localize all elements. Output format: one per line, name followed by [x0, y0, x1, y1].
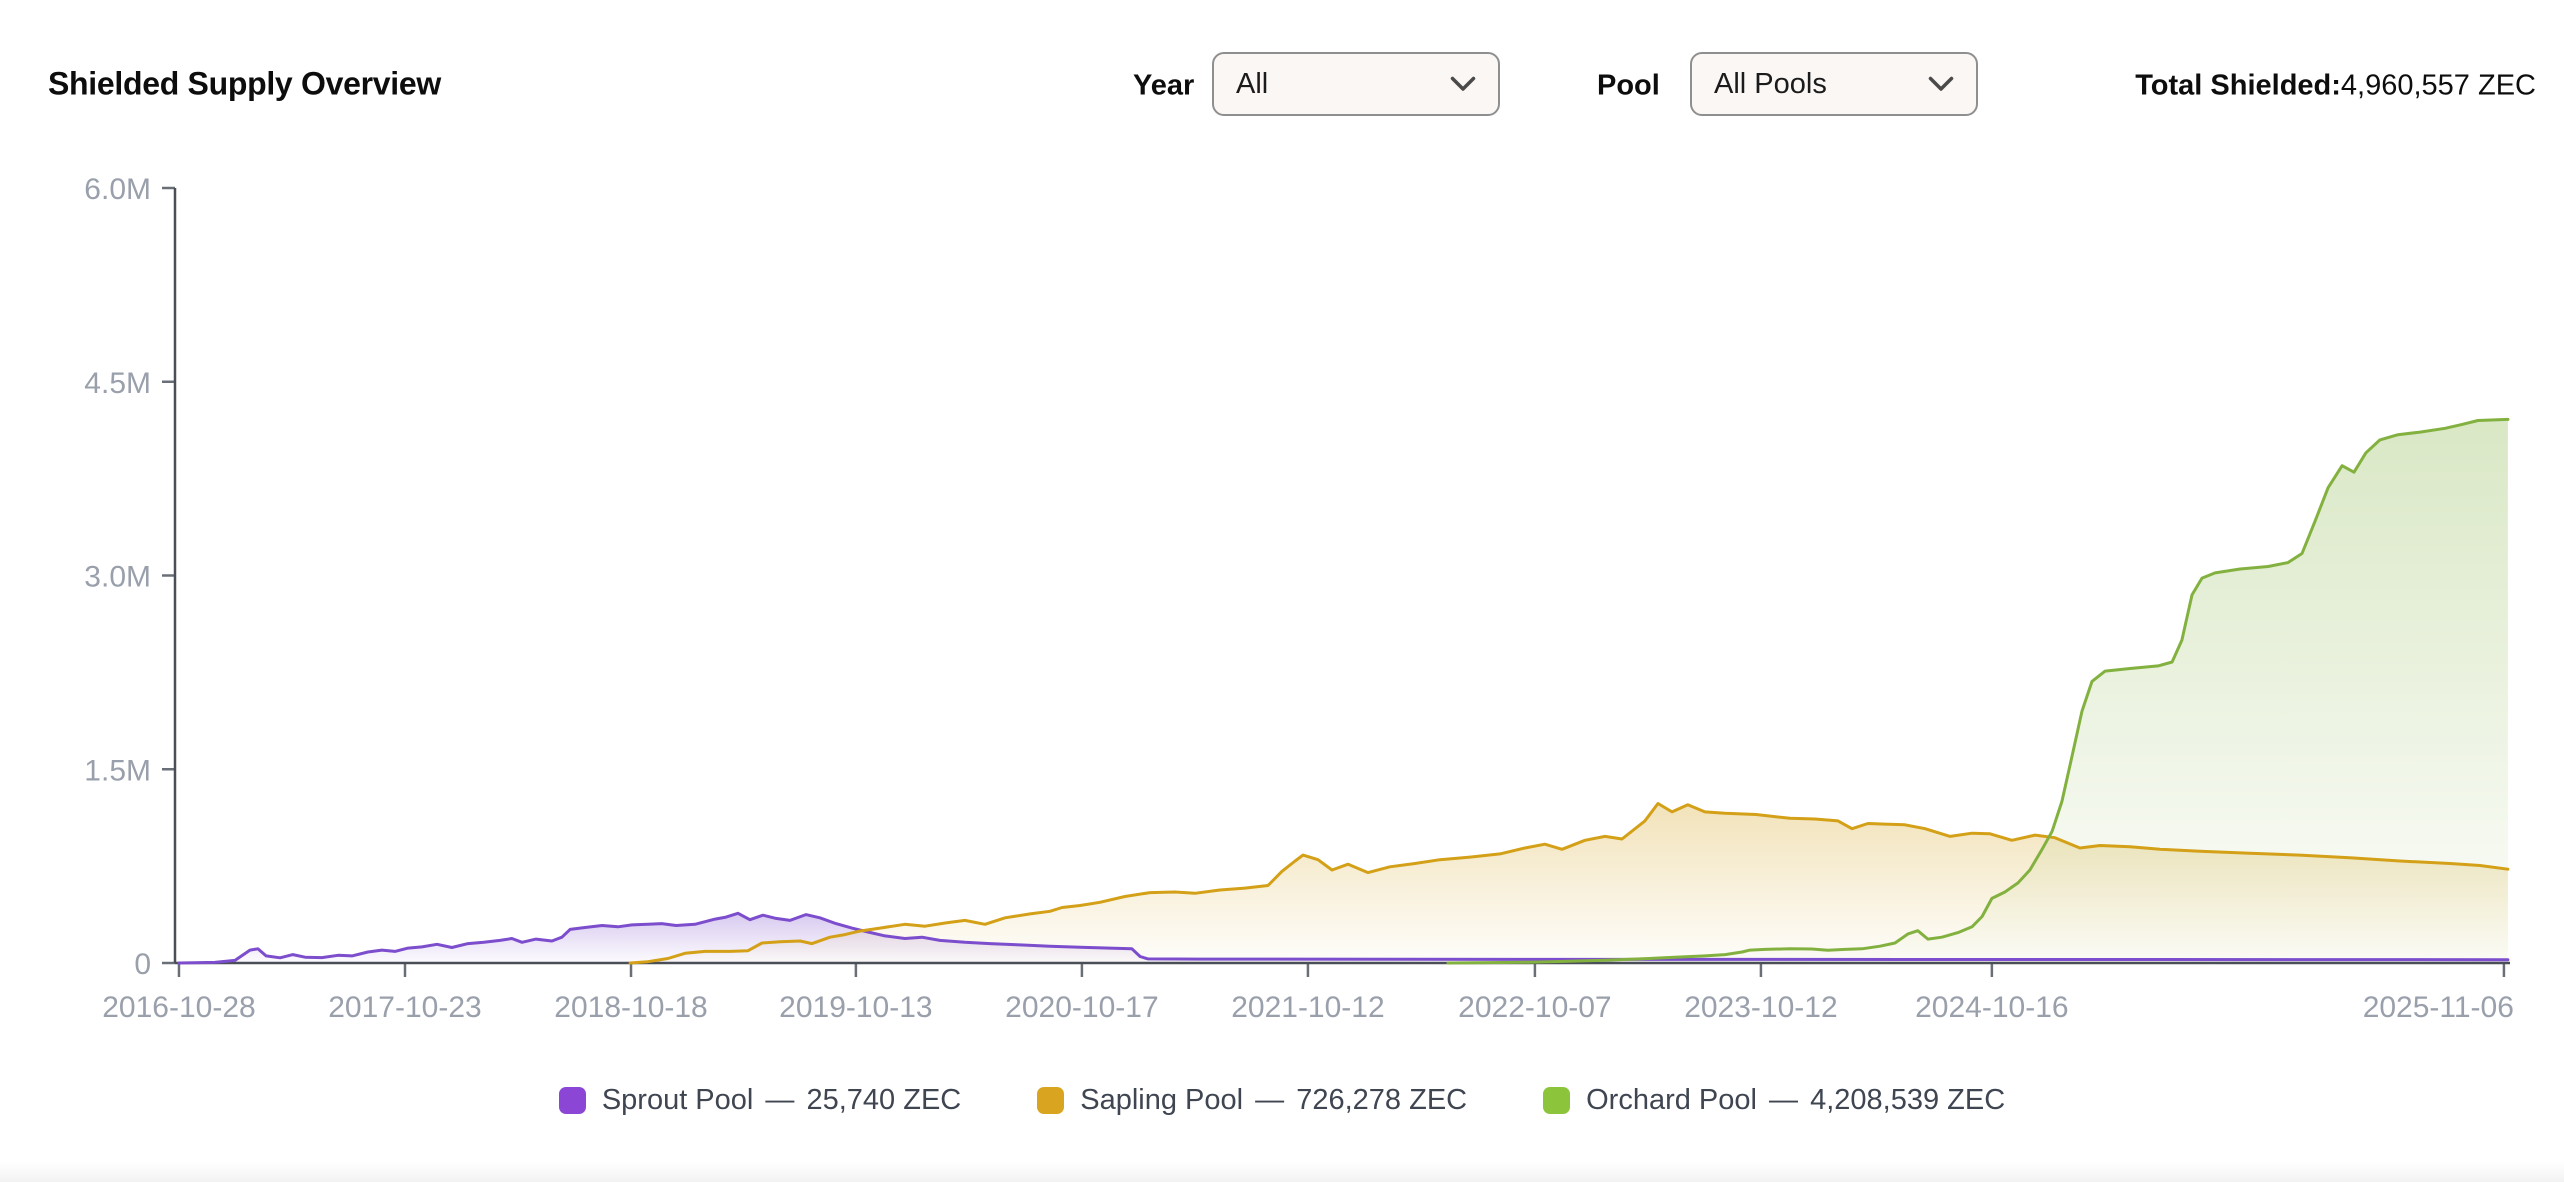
total-shielded: Total Shielded:4,960,557 ZEC	[2135, 70, 2536, 103]
svg-text:2020-10-17: 2020-10-17	[1005, 991, 1158, 1024]
svg-text:2025-11-06: 2025-11-06	[2363, 991, 2514, 1024]
svg-text:2016-10-28: 2016-10-28	[102, 991, 255, 1024]
page-title: Shielded Supply Overview	[48, 65, 441, 102]
legend-label: Sprout Pool — 25,740 ZEC	[601, 1083, 962, 1116]
legend-label: Sapling Pool — 726,278 ZEC	[1080, 1083, 1468, 1116]
svg-text:2018-10-18: 2018-10-18	[554, 991, 707, 1024]
legend-item-sprout[interactable]: Sprout Pool — 25,740 ZEC	[558, 1083, 962, 1117]
svg-text:2024-10-16: 2024-10-16	[1915, 991, 2068, 1024]
legend-item-orchard[interactable]: Orchard Pool — 4,208,539 ZEC	[1543, 1084, 2005, 1117]
year-select[interactable]: All	[1212, 52, 1500, 116]
svg-text:1.5M: 1.5M	[84, 754, 151, 787]
chevron-down-icon	[1928, 76, 1954, 91]
svg-text:3.0M: 3.0M	[84, 561, 151, 594]
total-shielded-value: 4,960,557 ZEC	[2340, 69, 2536, 102]
chart-legend: Sprout Pool — 25,740 ZEC Sapling Pool — …	[0, 1076, 2564, 1124]
orchard-swatch-icon	[1543, 1086, 1571, 1114]
pool-filter-label: Pool	[1597, 69, 1660, 102]
svg-text:0: 0	[134, 948, 151, 981]
total-shielded-label: Total Shielded:	[2135, 69, 2341, 102]
legend-item-sapling[interactable]: Sapling Pool — 726,278 ZEC	[1037, 1084, 1467, 1117]
svg-text:2023-10-12: 2023-10-12	[1684, 991, 1837, 1024]
svg-text:6.0M: 6.0M	[84, 173, 151, 206]
svg-text:2019-10-13: 2019-10-13	[779, 991, 932, 1024]
pool-select[interactable]: All Pools	[1690, 52, 1978, 116]
chevron-down-icon	[1450, 76, 1476, 91]
year-select-value: All	[1236, 67, 1269, 100]
svg-text:2022-10-07: 2022-10-07	[1458, 991, 1611, 1024]
svg-text:2021-10-12: 2021-10-12	[1231, 991, 1384, 1024]
legend-label: Orchard Pool — 4,208,539 ZEC	[1586, 1083, 2006, 1116]
svg-text:2017-10-23: 2017-10-23	[328, 991, 481, 1024]
sprout-swatch-icon	[558, 1086, 586, 1114]
sapling-swatch-icon	[1037, 1086, 1065, 1114]
svg-text:4.5M: 4.5M	[84, 367, 151, 400]
page-bottom-divider	[0, 1162, 2564, 1182]
year-filter-label: Year	[1133, 69, 1195, 102]
pool-select-value: All Pools	[1714, 67, 1827, 100]
